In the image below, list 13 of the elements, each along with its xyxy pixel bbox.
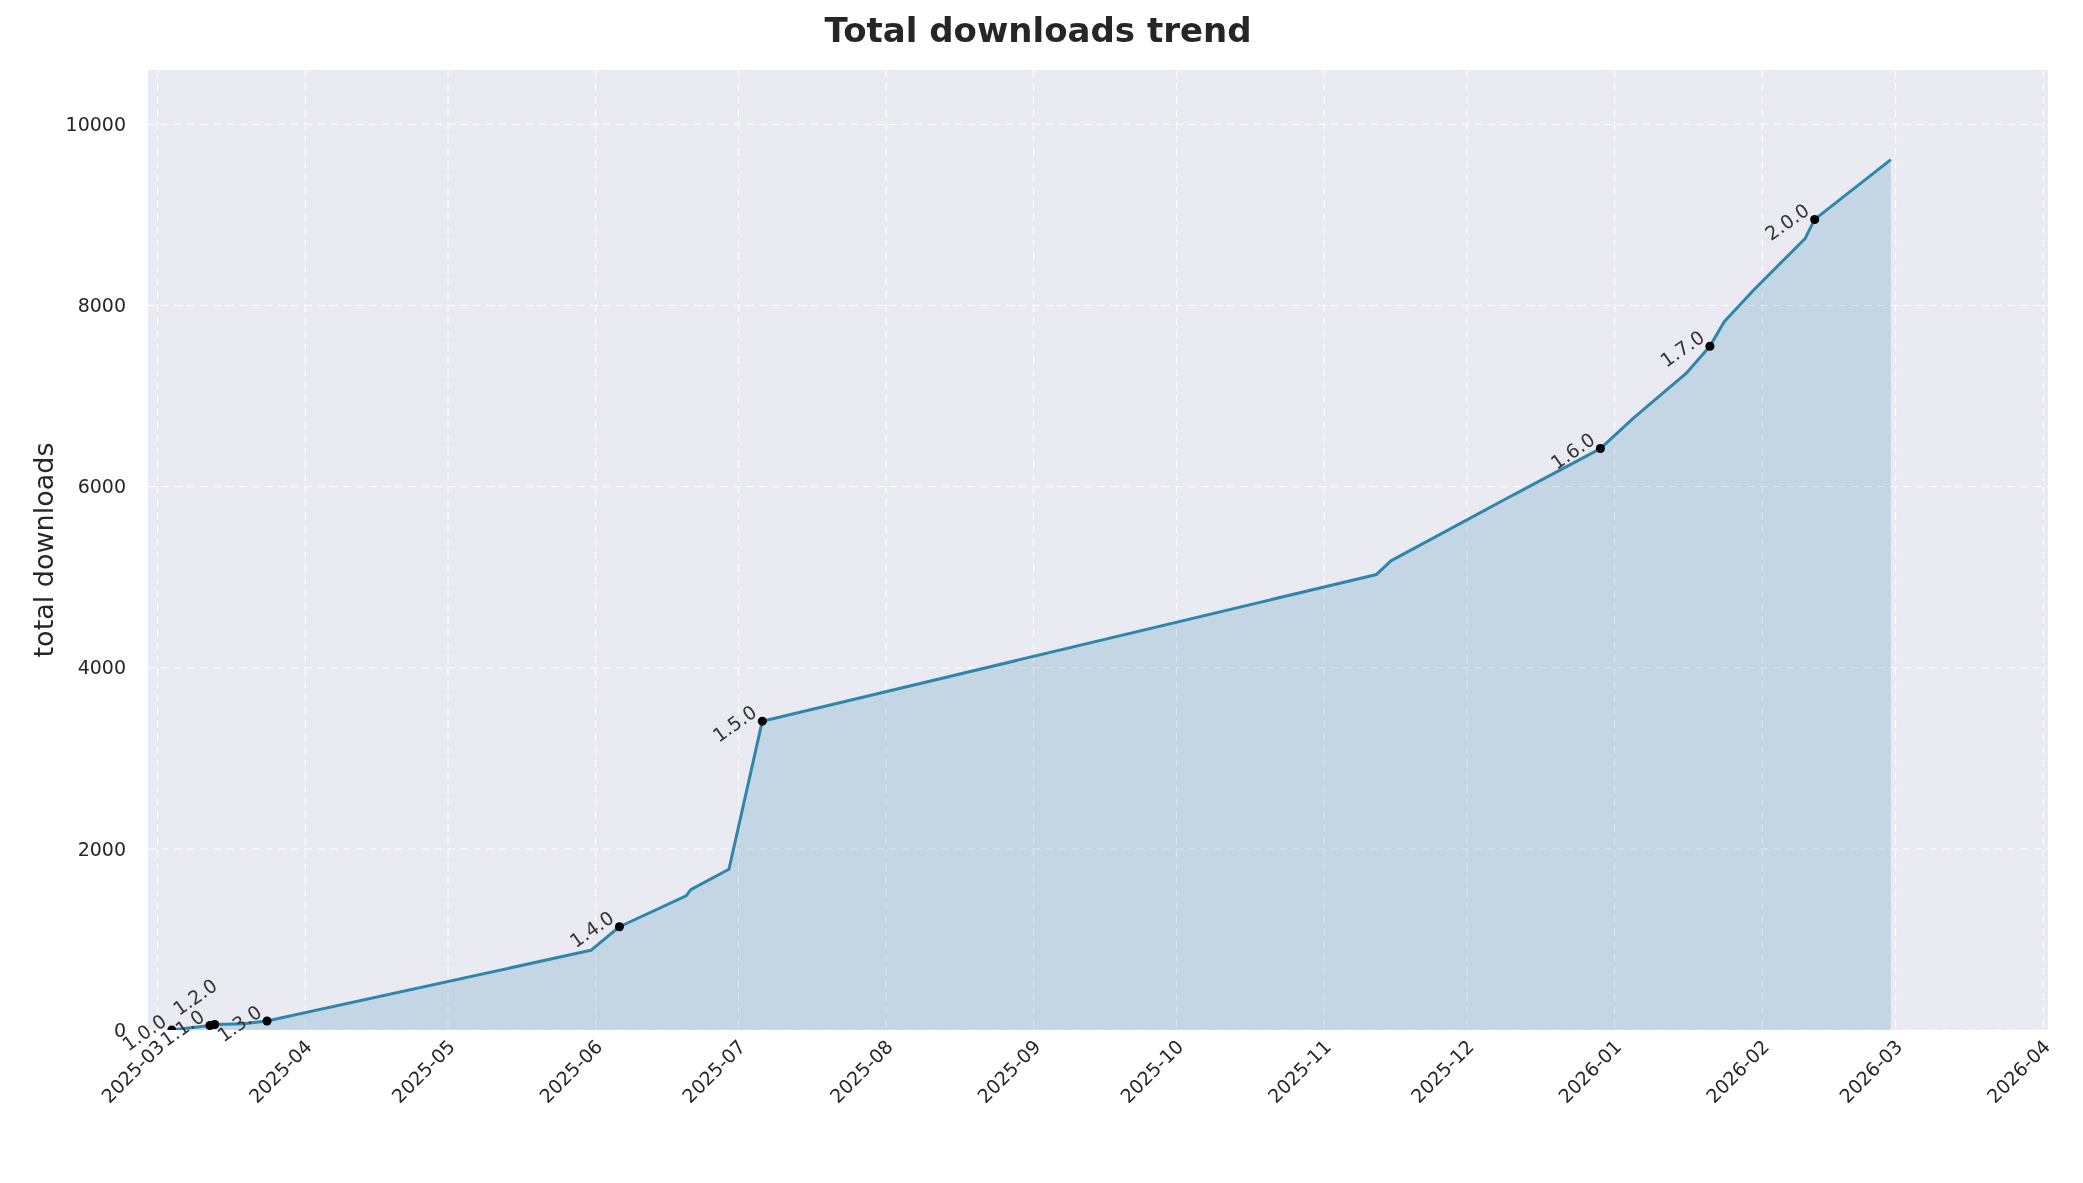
- y-tick-label: 6000: [77, 475, 126, 498]
- y-tick-label: 10000: [65, 113, 126, 136]
- point: [1810, 214, 1820, 224]
- point: [1705, 341, 1715, 351]
- y-tick-label: 8000: [77, 294, 126, 317]
- point: [614, 922, 624, 932]
- y-tick-label: 2000: [77, 837, 126, 860]
- point: [262, 1016, 272, 1026]
- y-tick-label: 4000: [77, 656, 126, 679]
- point: [1595, 444, 1605, 454]
- chart-title: Total downloads trend: [823, 10, 1253, 50]
- y-axis-title: total downloads: [27, 442, 59, 658]
- point: [757, 716, 767, 726]
